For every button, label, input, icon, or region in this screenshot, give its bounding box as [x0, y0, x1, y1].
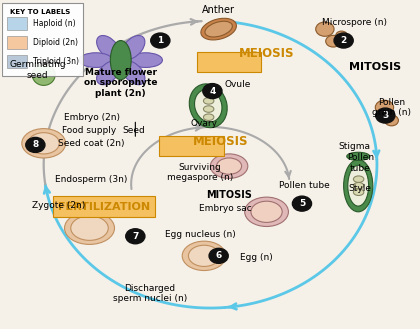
- Text: Zygote (2n): Zygote (2n): [32, 201, 85, 210]
- Text: 4: 4: [209, 87, 215, 96]
- Text: Pollen
tube: Pollen tube: [347, 153, 374, 173]
- Circle shape: [26, 138, 45, 152]
- Text: Food supply: Food supply: [63, 126, 117, 135]
- Ellipse shape: [353, 176, 364, 183]
- Ellipse shape: [217, 158, 241, 174]
- Ellipse shape: [189, 84, 227, 128]
- Ellipse shape: [375, 100, 394, 114]
- Circle shape: [203, 84, 222, 99]
- Ellipse shape: [201, 18, 236, 40]
- Ellipse shape: [203, 106, 214, 112]
- FancyBboxPatch shape: [2, 3, 83, 76]
- Ellipse shape: [97, 36, 120, 59]
- Ellipse shape: [65, 212, 115, 244]
- Text: 2: 2: [341, 36, 347, 45]
- Text: Seed: Seed: [122, 126, 144, 135]
- Text: FERTILIZATION: FERTILIZATION: [58, 202, 150, 212]
- Text: Microspore (n): Microspore (n): [322, 18, 386, 27]
- Ellipse shape: [189, 245, 220, 266]
- Text: MEIOSIS: MEIOSIS: [193, 135, 249, 148]
- Text: Endosperm (3n): Endosperm (3n): [55, 175, 128, 184]
- FancyBboxPatch shape: [197, 52, 261, 72]
- Ellipse shape: [203, 114, 214, 120]
- FancyBboxPatch shape: [159, 136, 224, 156]
- Text: 8: 8: [32, 140, 39, 149]
- Text: Ovary: Ovary: [191, 119, 218, 128]
- Ellipse shape: [336, 31, 347, 40]
- Text: Egg (n): Egg (n): [240, 253, 273, 262]
- Circle shape: [334, 33, 353, 48]
- FancyBboxPatch shape: [7, 36, 27, 49]
- Text: Egg nucleus (n): Egg nucleus (n): [165, 230, 235, 239]
- Ellipse shape: [182, 241, 226, 270]
- Text: MITOSIS: MITOSIS: [206, 190, 252, 200]
- Ellipse shape: [110, 40, 131, 80]
- Text: Germinating
seed: Germinating seed: [9, 60, 66, 80]
- Ellipse shape: [79, 53, 113, 67]
- Text: Surviving
megaspore (n): Surviving megaspore (n): [167, 163, 233, 182]
- Ellipse shape: [251, 201, 282, 222]
- Ellipse shape: [122, 61, 145, 85]
- Circle shape: [376, 108, 395, 123]
- Ellipse shape: [348, 165, 369, 206]
- Ellipse shape: [194, 89, 222, 122]
- FancyBboxPatch shape: [53, 196, 155, 217]
- Text: Anther: Anther: [202, 5, 235, 14]
- Text: Seed coat (2n): Seed coat (2n): [58, 139, 125, 148]
- Text: Embryo sac: Embryo sac: [199, 204, 251, 213]
- Circle shape: [126, 229, 145, 244]
- Text: KEY TO LABELS: KEY TO LABELS: [10, 9, 70, 15]
- Ellipse shape: [245, 197, 289, 226]
- Ellipse shape: [347, 152, 370, 161]
- Text: Haploid (n): Haploid (n): [33, 19, 76, 28]
- Text: Embryo (2n): Embryo (2n): [63, 113, 120, 122]
- Text: MITOSIS: MITOSIS: [349, 62, 401, 72]
- Ellipse shape: [316, 22, 334, 36]
- Ellipse shape: [353, 183, 364, 189]
- Ellipse shape: [28, 133, 59, 154]
- Text: Discharged
sperm nuclei (n): Discharged sperm nuclei (n): [113, 284, 187, 303]
- Text: Style: Style: [349, 185, 372, 193]
- Circle shape: [151, 33, 170, 48]
- Ellipse shape: [32, 64, 55, 86]
- Ellipse shape: [205, 21, 232, 37]
- Circle shape: [292, 196, 312, 211]
- Ellipse shape: [203, 98, 214, 104]
- Ellipse shape: [326, 35, 341, 47]
- Ellipse shape: [97, 61, 120, 85]
- Circle shape: [209, 248, 228, 263]
- Text: Ovule: Ovule: [224, 80, 251, 89]
- Text: MEIOSIS: MEIOSIS: [239, 47, 294, 60]
- Text: Diploid (2n): Diploid (2n): [33, 38, 78, 47]
- Text: 1: 1: [157, 36, 163, 45]
- Ellipse shape: [129, 53, 163, 67]
- Text: 6: 6: [215, 251, 222, 260]
- Text: 7: 7: [132, 232, 139, 241]
- FancyBboxPatch shape: [7, 55, 27, 68]
- Text: Pollen
grain (n): Pollen grain (n): [372, 98, 411, 117]
- Ellipse shape: [344, 160, 373, 212]
- Ellipse shape: [122, 36, 145, 59]
- Ellipse shape: [210, 154, 248, 178]
- Text: Triploid (3n): Triploid (3n): [33, 57, 79, 65]
- FancyBboxPatch shape: [7, 17, 27, 30]
- Text: 3: 3: [382, 111, 388, 120]
- Ellipse shape: [353, 189, 364, 195]
- Text: Stigma: Stigma: [338, 142, 370, 151]
- Text: 5: 5: [299, 199, 305, 208]
- Ellipse shape: [22, 129, 66, 158]
- Text: Pollen tube: Pollen tube: [279, 181, 329, 190]
- Ellipse shape: [71, 216, 108, 240]
- Text: Mature flower
on sporophyte
plant (2n): Mature flower on sporophyte plant (2n): [84, 68, 158, 98]
- Ellipse shape: [385, 115, 399, 126]
